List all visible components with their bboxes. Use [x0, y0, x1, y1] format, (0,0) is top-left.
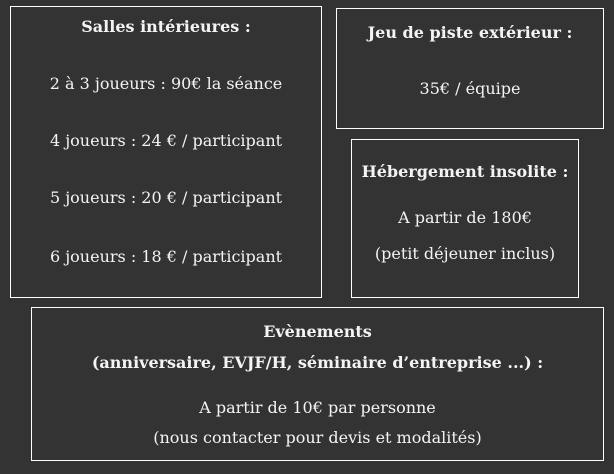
outdoor-price: 35€ / équipe [419, 79, 521, 98]
events-title: Evènements [263, 322, 372, 341]
outdoor-title: Jeu de piste extérieur : [367, 23, 573, 42]
lodging-title: Hébergement insolite : [361, 162, 569, 181]
indoor-rate: 5 joueurs : 20 € / participant [49, 188, 283, 207]
events-subtitle: (anniversaire, EVJF/H, séminaire d’entre… [91, 353, 544, 372]
lodging-note: (petit déjeuner inclus) [374, 244, 556, 263]
indoor-rate: 2 à 3 joueurs : 90€ la séance [49, 74, 283, 93]
outdoor-game-panel: Jeu de piste extérieur : 35€ / équipe [336, 8, 604, 129]
lodging-price: A partir de 180€ [398, 208, 532, 227]
events-note: (nous contacter pour devis et modalités) [153, 428, 482, 447]
events-panel: Evènements (anniversaire, EVJF/H, sémina… [31, 307, 604, 461]
events-price: A partir de 10€ par personne [199, 398, 436, 417]
indoor-rate: 6 joueurs : 18 € / participant [49, 247, 283, 266]
lodging-panel: Hébergement insolite : A partir de 180€ … [351, 139, 579, 298]
indoor-title: Salles intérieures : [81, 17, 251, 36]
indoor-rooms-panel: Salles intérieures : 2 à 3 joueurs : 90€… [10, 6, 322, 298]
indoor-rate: 4 joueurs : 24 € / participant [49, 131, 283, 150]
